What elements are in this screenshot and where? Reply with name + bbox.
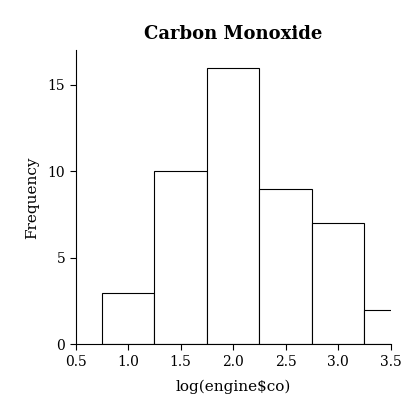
Bar xyxy=(102,292,155,344)
Bar xyxy=(365,310,417,344)
Y-axis label: Frequency: Frequency xyxy=(25,156,39,239)
Bar xyxy=(260,189,312,344)
Bar xyxy=(207,68,260,344)
X-axis label: log(engine$co): log(engine$co) xyxy=(176,380,291,394)
Bar xyxy=(155,171,207,344)
Bar xyxy=(312,223,365,344)
Title: Carbon Monoxide: Carbon Monoxide xyxy=(144,25,322,43)
